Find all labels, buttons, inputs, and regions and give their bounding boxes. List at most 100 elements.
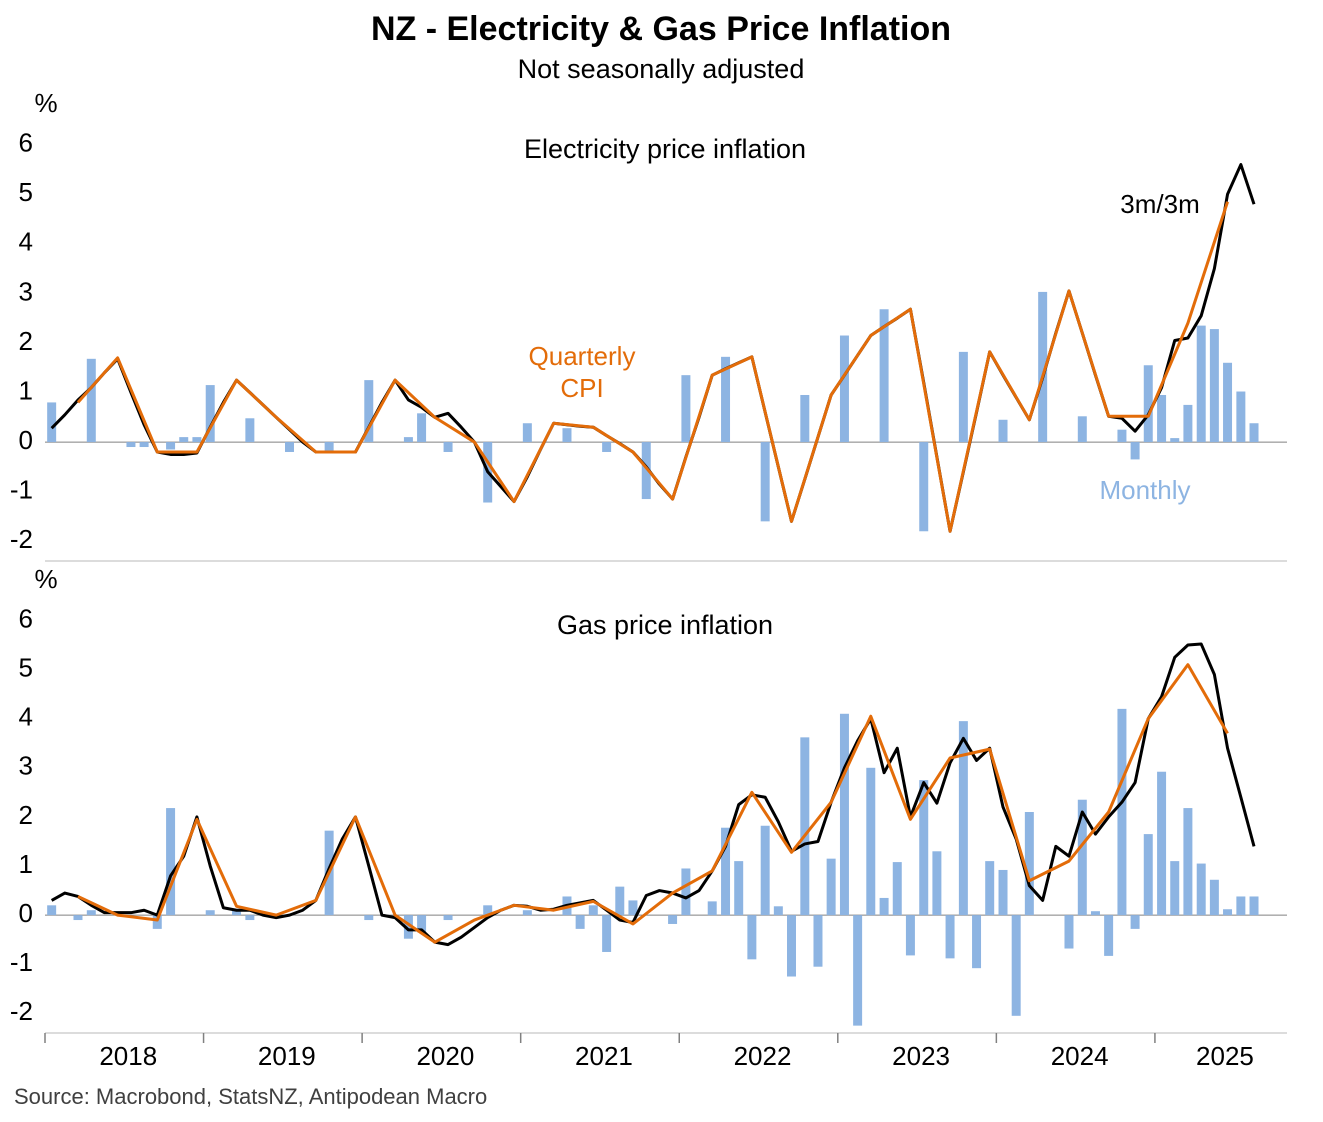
- x-tick-label: 2021: [575, 1041, 633, 1071]
- bar: [522, 910, 532, 916]
- bar: [166, 808, 176, 916]
- x-tick-label: 2022: [734, 1041, 792, 1071]
- bar: [958, 721, 968, 916]
- bar: [972, 915, 982, 969]
- bar: [1157, 771, 1167, 916]
- bar: [945, 915, 955, 959]
- bar: [998, 419, 1008, 443]
- bar: [1104, 915, 1114, 956]
- bar: [47, 905, 57, 916]
- bar: [1117, 429, 1127, 443]
- bar: [879, 309, 889, 443]
- chart-subtitle: Not seasonally adjusted: [518, 54, 805, 84]
- bar: [324, 442, 334, 452]
- bar: [747, 915, 757, 960]
- bar: [1130, 915, 1140, 929]
- bar: [1130, 442, 1140, 460]
- bar: [245, 915, 255, 921]
- bar: [1223, 362, 1233, 443]
- bar: [932, 851, 942, 916]
- x-tick-label: 2019: [258, 1041, 316, 1071]
- chart-title: NZ - Electricity & Gas Price Inflation: [371, 10, 951, 48]
- y-tick-label: 1: [19, 849, 33, 879]
- bar: [734, 861, 744, 916]
- bar: [1209, 329, 1219, 443]
- bar: [813, 915, 823, 967]
- bar: [403, 915, 413, 939]
- bar: [1143, 834, 1153, 916]
- bar: [879, 897, 889, 916]
- bar: [1157, 394, 1167, 443]
- y-tick-label: 5: [19, 177, 33, 207]
- bar: [403, 437, 413, 443]
- y-tick-label: 4: [19, 227, 33, 257]
- bar: [760, 442, 770, 522]
- y-tick-label: -2: [10, 996, 33, 1026]
- y-tick-label: -2: [10, 524, 33, 554]
- line: [76, 201, 1229, 533]
- y-tick-label: 4: [19, 702, 33, 732]
- bar: [1183, 404, 1193, 443]
- bar: [522, 423, 532, 443]
- y-tick-label: -1: [10, 947, 33, 977]
- panel-title: Electricity price inflation: [524, 134, 806, 164]
- bar: [919, 442, 929, 532]
- bar: [1117, 708, 1127, 916]
- bar: [1090, 911, 1100, 916]
- bar: [285, 442, 294, 452]
- bar: [1170, 861, 1180, 916]
- bar: [1064, 915, 1074, 949]
- bar: [839, 713, 849, 916]
- bar: [562, 428, 572, 443]
- bar: [1209, 879, 1219, 916]
- y-tick-label: 6: [19, 128, 33, 158]
- x-tick-label: 2024: [1051, 1041, 1109, 1071]
- bar: [1077, 799, 1087, 916]
- bar: [919, 780, 929, 916]
- series-label: 3m/3m: [1120, 189, 1200, 219]
- bar: [1249, 896, 1259, 916]
- bar: [166, 442, 176, 450]
- y-tick-label: 5: [19, 652, 33, 682]
- bar: [86, 358, 96, 443]
- bar: [152, 915, 162, 929]
- bar: [1196, 863, 1206, 916]
- bar: [1236, 896, 1246, 916]
- bar: [73, 915, 83, 921]
- bar: [773, 906, 783, 916]
- y-tick-label: 2: [19, 326, 33, 356]
- bar: [602, 915, 612, 952]
- bar: [126, 442, 136, 448]
- bar: [721, 356, 731, 443]
- bar: [1196, 325, 1206, 443]
- panel-title: Gas price inflation: [557, 610, 773, 640]
- x-tick-label: 2023: [892, 1041, 950, 1071]
- bar: [47, 402, 57, 443]
- bar: [853, 915, 863, 1026]
- y-tick-label: 0: [19, 898, 33, 928]
- bar: [1024, 812, 1034, 916]
- y-tick-label: 0: [19, 425, 33, 455]
- bar: [575, 915, 585, 929]
- bar: [245, 418, 255, 443]
- bar: [681, 868, 691, 916]
- bar: [1249, 423, 1259, 443]
- bar: [139, 442, 149, 448]
- bar: [1038, 291, 1048, 443]
- line: [77, 663, 1229, 944]
- y-axis-label: %: [34, 564, 57, 594]
- bar: [364, 915, 374, 921]
- bar: [628, 900, 638, 916]
- bar: [668, 915, 678, 924]
- source-note: Source: Macrobond, StatsNZ, Antipodean M…: [14, 1084, 487, 1109]
- bar: [602, 442, 612, 452]
- bar: [866, 767, 876, 916]
- bar: [1170, 438, 1180, 443]
- bar: [205, 910, 215, 916]
- bar: [1223, 909, 1233, 916]
- bar: [588, 905, 598, 916]
- bar: [800, 737, 810, 916]
- y-tick-label: 3: [19, 276, 33, 306]
